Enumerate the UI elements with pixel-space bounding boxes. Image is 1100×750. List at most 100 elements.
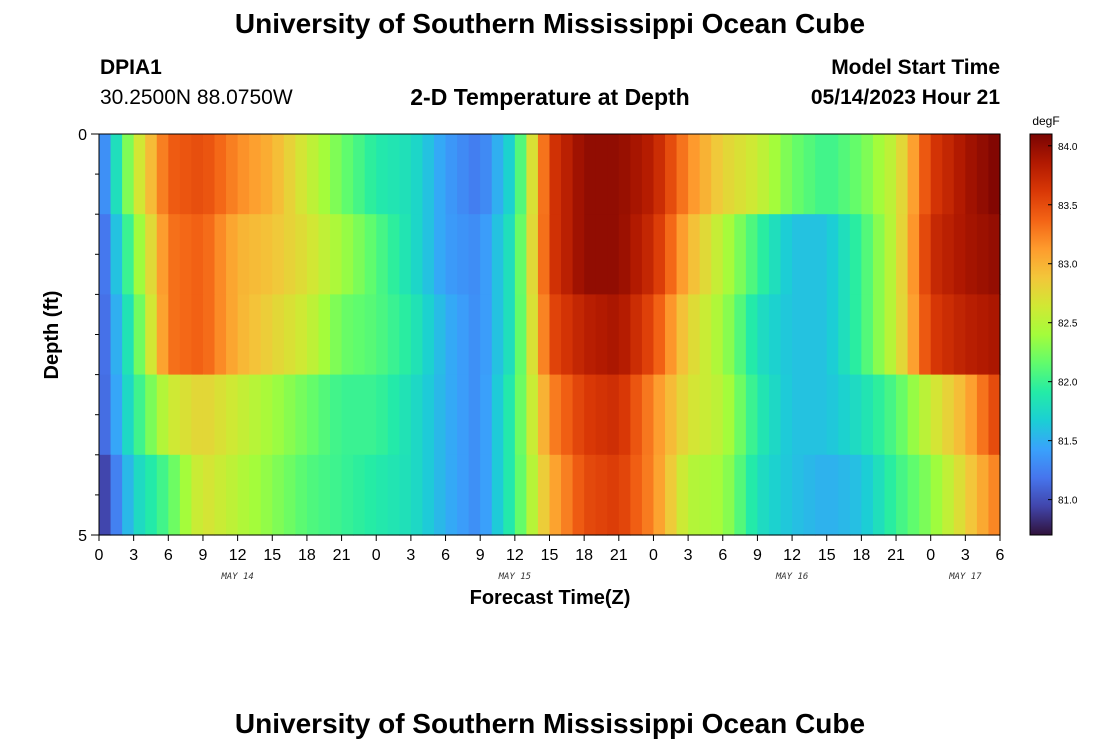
heatmap-cell <box>976 374 990 456</box>
heatmap-cell <box>168 374 181 456</box>
heatmap-cell <box>826 454 839 536</box>
chart-title: University of Southern Mississippi Ocean… <box>234 8 866 39</box>
heatmap-cell <box>503 454 516 536</box>
heatmap-cell <box>930 294 943 376</box>
heatmap-cell <box>826 294 839 376</box>
heatmap-cell <box>618 134 631 215</box>
heatmap-cell <box>295 214 308 295</box>
heatmap-cell <box>457 134 470 215</box>
heatmap-cell <box>353 294 366 376</box>
heatmap-cell <box>514 454 527 536</box>
heatmap-cell <box>688 134 701 215</box>
heatmap-cell <box>99 294 112 376</box>
heatmap-cell <box>145 214 158 295</box>
x-tick-label: 18 <box>298 547 316 564</box>
heatmap-cell <box>364 454 377 536</box>
heatmap-cell <box>318 294 331 376</box>
heatmap-cell <box>618 294 631 376</box>
heatmap-cell <box>168 294 181 376</box>
heatmap-cell <box>976 454 990 536</box>
heatmap-cell <box>919 134 932 215</box>
colorbar-unit: degF <box>1032 114 1059 128</box>
heatmap-cell <box>607 454 620 536</box>
heatmap-cell <box>641 294 655 376</box>
heatmap-cell <box>376 134 389 215</box>
heatmap-cell <box>584 374 597 456</box>
station-coordinates: 30.2500N 88.0750W <box>100 86 293 109</box>
heatmap-cell <box>838 374 851 456</box>
colorbar-ticks: 84.0 83.5 83.0 82.5 82.0 81.5 81.0 <box>1048 142 1078 507</box>
colorbar-tick-label: 81.0 <box>1058 496 1078 507</box>
heatmap-cell <box>584 214 597 295</box>
heatmap-cell <box>283 214 296 295</box>
heatmap-cell <box>861 214 874 295</box>
heatmap-cell <box>896 134 909 215</box>
heatmap-cell <box>792 374 805 456</box>
heatmap-cell <box>653 294 666 376</box>
heatmap-cell <box>399 294 412 376</box>
heatmap-cell <box>272 134 285 215</box>
heatmap-cell <box>110 214 123 295</box>
heatmap-cell <box>410 134 424 215</box>
heatmap-cell <box>445 454 458 536</box>
heatmap-cell <box>133 294 146 376</box>
heatmap-cell <box>896 294 909 376</box>
heatmap-cell <box>318 134 331 215</box>
heatmap-cell <box>976 134 990 215</box>
x-tick-label: 18 <box>575 547 593 564</box>
heatmap-cell <box>295 294 308 376</box>
heatmap-cell <box>699 134 712 215</box>
heatmap-cell <box>514 294 527 376</box>
heatmap-cell <box>699 374 712 456</box>
heatmap-cell <box>561 454 574 536</box>
x-tick-label: 12 <box>783 547 801 564</box>
heatmap-cell <box>630 454 643 536</box>
colorbar-tick-label: 83.0 <box>1058 260 1078 271</box>
heatmap-cell <box>179 134 193 215</box>
heatmap-cell <box>445 134 458 215</box>
heatmap-cell <box>537 374 551 456</box>
heatmap-cell <box>99 454 112 536</box>
heatmap-cell <box>572 214 585 295</box>
heatmap-cell <box>838 294 851 376</box>
heatmap-cell <box>272 214 285 295</box>
heatmap-cell <box>780 294 793 376</box>
heatmap-cell <box>988 454 1001 536</box>
heatmap-cell <box>826 214 839 295</box>
heatmap-cell <box>815 134 828 215</box>
heatmap-cell <box>884 214 897 295</box>
heatmap-cell <box>745 134 759 215</box>
heatmap-cell <box>168 454 181 536</box>
heatmap-cell <box>607 134 620 215</box>
heatmap-cell <box>561 294 574 376</box>
footer-title: University of Southern Mississippi Ocean… <box>234 708 866 739</box>
heatmap-cell <box>214 374 227 456</box>
heatmap-cell <box>780 374 793 456</box>
heatmap-cell <box>457 454 470 536</box>
heatmap-cell <box>330 374 343 456</box>
heatmap-cell <box>803 454 816 536</box>
heatmap-cell <box>607 214 620 295</box>
heatmap-cell <box>641 374 655 456</box>
heatmap-cell <box>768 214 782 295</box>
heatmap-cell <box>630 214 643 295</box>
heatmap-cell <box>376 294 389 376</box>
heatmap-cell <box>295 454 308 536</box>
heatmap-cell <box>226 294 239 376</box>
heatmap-cell <box>237 214 250 295</box>
heatmap-cell <box>607 294 620 376</box>
colorbar <box>1029 133 1053 536</box>
heatmap-cell <box>387 134 400 215</box>
heatmap-cell <box>549 134 562 215</box>
heatmap-cell <box>537 214 551 295</box>
heatmap-cell <box>676 374 689 456</box>
heatmap-cell <box>711 454 724 536</box>
heatmap-cell <box>953 134 966 215</box>
heatmap-cell <box>237 374 250 456</box>
heatmap-cell <box>676 214 689 295</box>
heatmap-cell <box>976 214 990 295</box>
heatmap-cell <box>376 214 389 295</box>
heatmap-cell <box>872 214 886 295</box>
heatmap-cell <box>526 294 539 376</box>
heatmap-cell <box>757 454 770 536</box>
